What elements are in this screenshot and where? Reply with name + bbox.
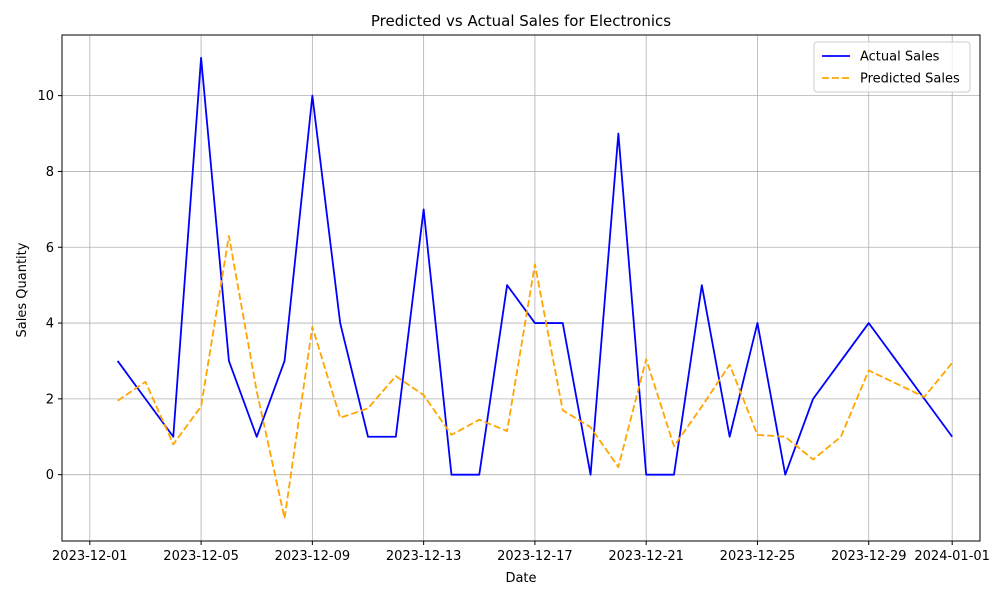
- y-tick-label: 8: [46, 165, 54, 180]
- x-tick-label: 2023-12-13: [386, 549, 462, 564]
- x-tick-label: 2023-12-01: [52, 549, 128, 564]
- y-tick-label: 10: [37, 89, 54, 104]
- x-tick-label: 2023-12-21: [608, 549, 684, 564]
- x-tick-label: 2023-12-09: [275, 549, 351, 564]
- legend-label: Predicted Sales: [860, 72, 960, 87]
- y-tick-label: 0: [46, 468, 54, 483]
- series-lines: [116, 56, 953, 520]
- x-tick-label: 2024-01-01: [914, 549, 990, 564]
- chart-title: Predicted vs Actual Sales for Electronic…: [371, 12, 671, 30]
- y-tick-label: 4: [46, 317, 54, 332]
- x-tick-label: 2023-12-17: [497, 549, 573, 564]
- legend-label: Actual Sales: [860, 50, 940, 65]
- legend: Actual Sales Predicted Sales: [813, 41, 971, 93]
- grid-lines: [62, 35, 980, 541]
- x-axis-title: Date: [505, 571, 536, 586]
- y-axis-title: Sales Quantity: [15, 242, 30, 337]
- x-tick-label: 2023-12-05: [163, 549, 239, 564]
- series-line-predicted-sales: [117, 234, 953, 520]
- axis-ticks: 2023-12-01 2023-12-05 2023-12-09 2023-12-13…: [37, 89, 990, 564]
- x-tick-label: 2023-12-25: [720, 549, 796, 564]
- plot-area-frame: [61, 34, 981, 542]
- y-tick-label: 6: [46, 241, 54, 256]
- legend-box: [813, 41, 971, 93]
- y-tick-label: 2: [46, 392, 54, 407]
- series-line-actual-sales: [116, 56, 953, 476]
- x-tick-label: 2023-12-29: [831, 549, 907, 564]
